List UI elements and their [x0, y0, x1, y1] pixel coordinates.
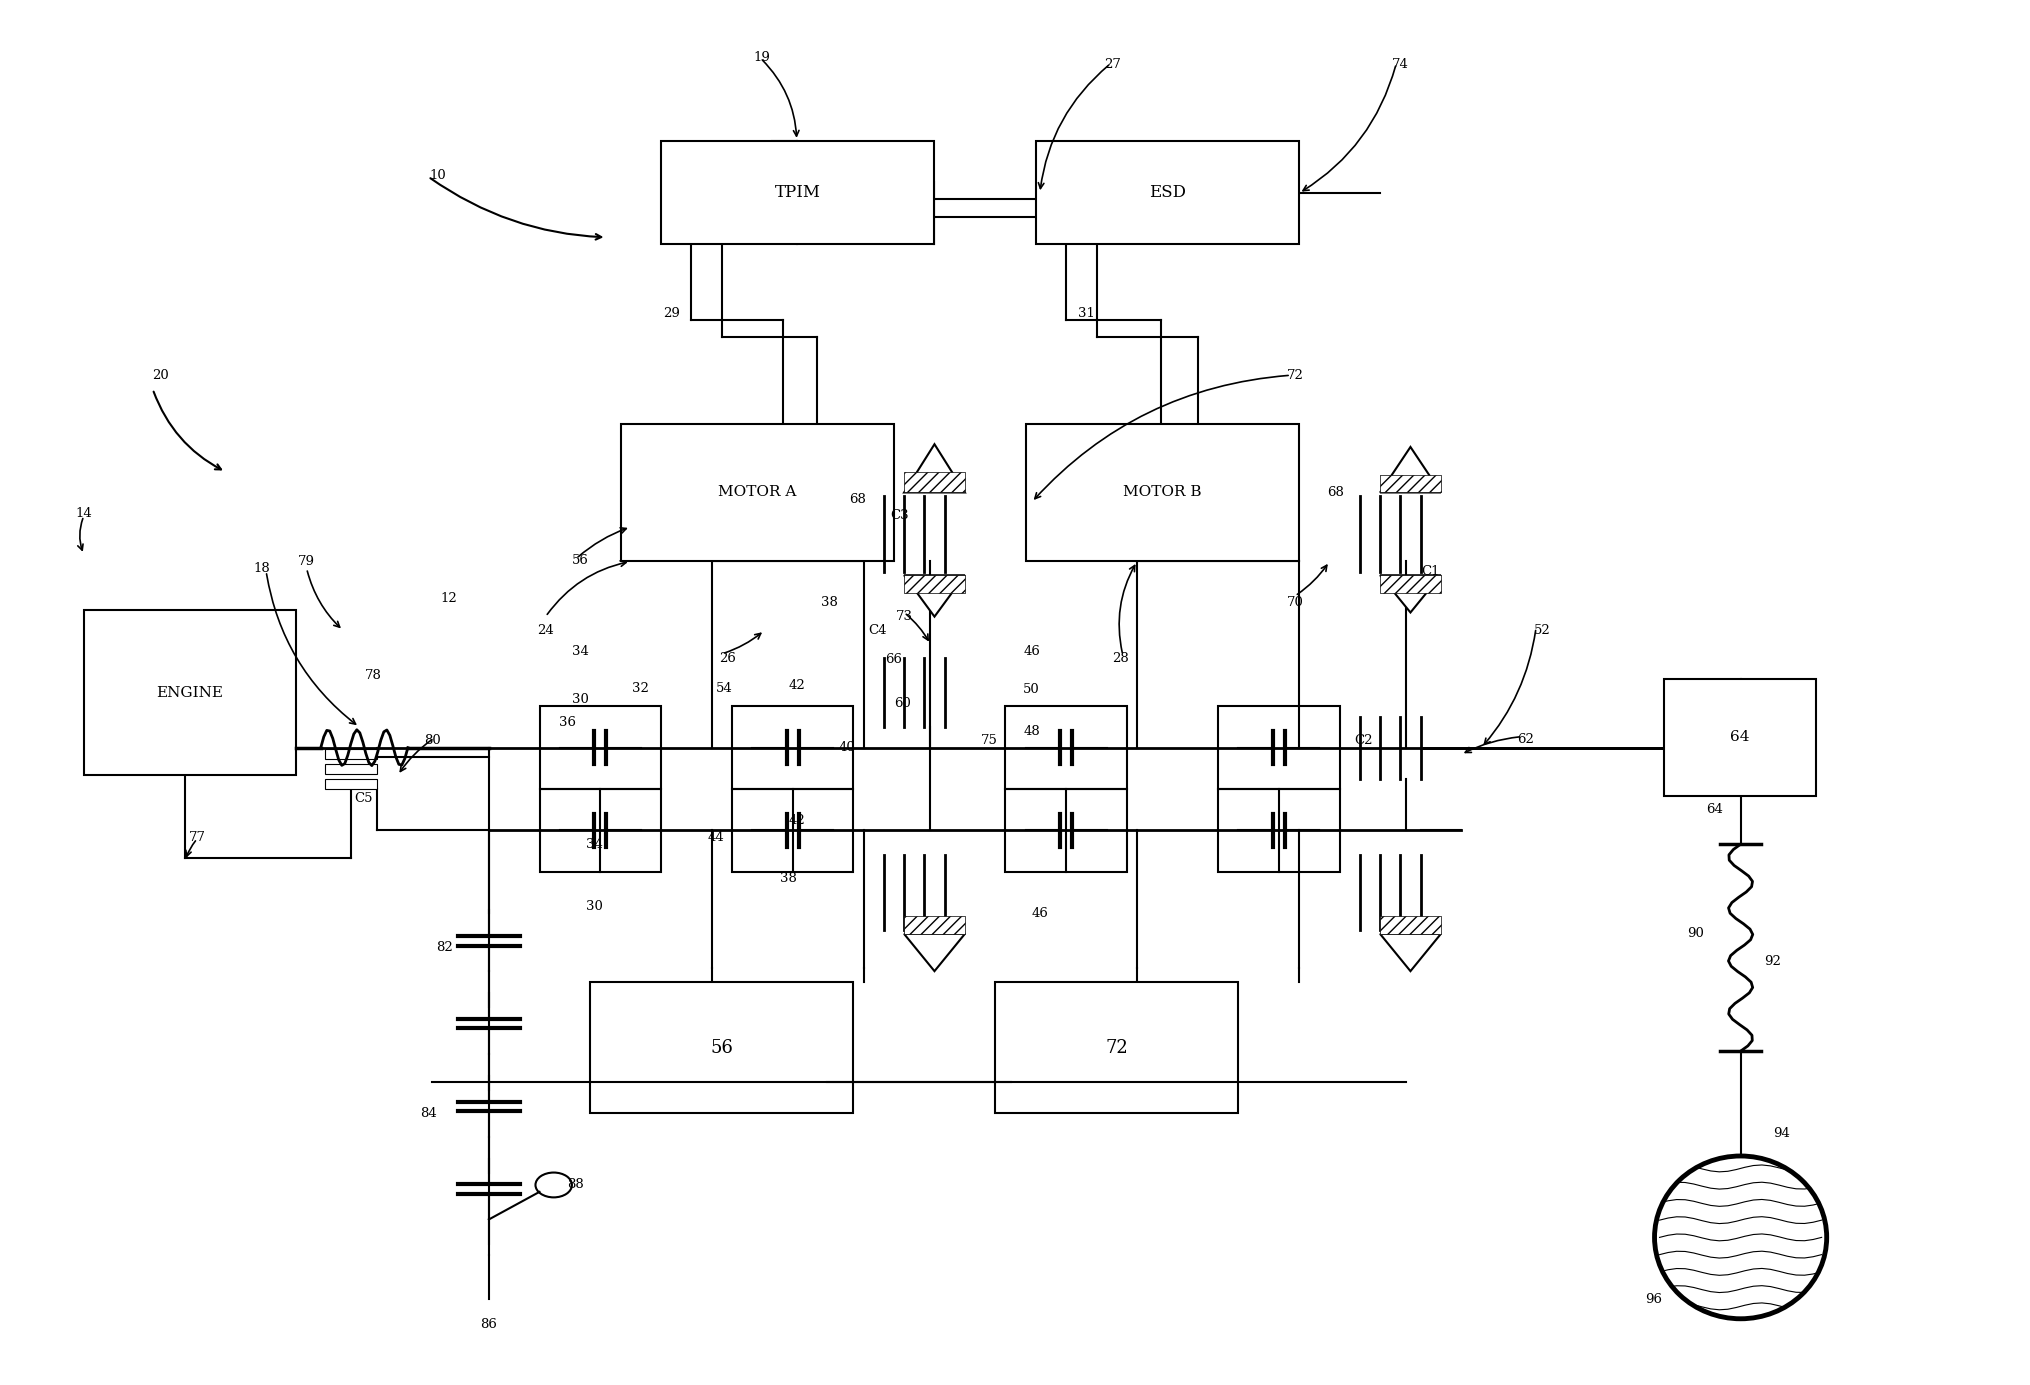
Text: 12: 12 — [441, 593, 457, 605]
Text: 50: 50 — [1023, 683, 1039, 697]
Bar — [540, 706, 660, 789]
Text: 38: 38 — [780, 873, 796, 885]
Text: C3: C3 — [891, 510, 909, 522]
Text: 72: 72 — [1285, 368, 1303, 382]
Text: 31: 31 — [1078, 306, 1094, 320]
Polygon shape — [903, 445, 964, 493]
Polygon shape — [903, 575, 964, 616]
Bar — [540, 789, 660, 871]
Text: 73: 73 — [895, 611, 911, 623]
Text: 94: 94 — [1772, 1127, 1788, 1140]
Text: 75: 75 — [980, 734, 997, 748]
Text: 52: 52 — [1533, 623, 1549, 637]
Polygon shape — [1380, 575, 1439, 612]
Bar — [325, 749, 378, 759]
Text: 20: 20 — [152, 368, 168, 382]
Text: 27: 27 — [1104, 58, 1121, 72]
Text: 70: 70 — [1285, 597, 1303, 609]
Bar — [660, 141, 934, 244]
Bar — [1025, 424, 1299, 561]
Bar — [1663, 679, 1815, 796]
Text: 18: 18 — [254, 562, 270, 575]
Text: 36: 36 — [558, 716, 577, 730]
Text: 38: 38 — [820, 597, 836, 609]
Bar — [1005, 706, 1127, 789]
Text: 66: 66 — [885, 652, 901, 666]
Text: 28: 28 — [1112, 651, 1129, 665]
Text: 30: 30 — [585, 900, 603, 913]
Text: ENGINE: ENGINE — [156, 686, 223, 699]
Bar — [995, 982, 1238, 1114]
Text: 72: 72 — [1104, 1039, 1127, 1057]
Bar — [731, 706, 853, 789]
Text: MOTOR A: MOTOR A — [719, 486, 796, 500]
Text: 30: 30 — [570, 692, 589, 706]
Text: 82: 82 — [436, 942, 453, 954]
Text: ESD: ESD — [1149, 184, 1186, 201]
Bar — [1005, 789, 1127, 871]
Text: 19: 19 — [753, 51, 769, 65]
Text: 62: 62 — [1516, 733, 1533, 747]
Text: C4: C4 — [869, 623, 887, 637]
Bar — [1218, 789, 1340, 871]
Text: 26: 26 — [719, 651, 737, 665]
Text: 42: 42 — [788, 679, 804, 692]
Bar — [591, 982, 853, 1114]
Text: 80: 80 — [424, 734, 441, 748]
Text: 44: 44 — [706, 831, 725, 843]
Bar — [1035, 141, 1299, 244]
Text: 54: 54 — [715, 681, 733, 695]
Text: 32: 32 — [631, 681, 650, 695]
Text: 96: 96 — [1644, 1294, 1661, 1306]
Text: C1: C1 — [1421, 565, 1439, 578]
Text: 68: 68 — [849, 493, 865, 506]
Text: C5: C5 — [353, 792, 371, 805]
Text: 64: 64 — [1730, 730, 1748, 744]
Text: 56: 56 — [710, 1039, 733, 1057]
Polygon shape — [903, 933, 964, 971]
Text: MOTOR B: MOTOR B — [1123, 486, 1202, 500]
Text: C2: C2 — [1354, 734, 1372, 748]
Bar — [621, 424, 893, 561]
Text: 88: 88 — [566, 1179, 585, 1191]
Text: 68: 68 — [1326, 486, 1344, 499]
Text: 24: 24 — [538, 623, 554, 637]
Text: 79: 79 — [298, 555, 315, 568]
Text: TPIM: TPIM — [773, 184, 820, 201]
Text: 14: 14 — [75, 507, 91, 519]
Bar — [325, 780, 378, 789]
Text: 86: 86 — [481, 1317, 497, 1331]
Bar — [83, 609, 296, 776]
Text: 56: 56 — [570, 554, 589, 566]
Text: 84: 84 — [420, 1107, 436, 1119]
Bar — [731, 789, 853, 871]
Text: 40: 40 — [838, 741, 855, 755]
Text: 74: 74 — [1391, 58, 1409, 72]
Text: 29: 29 — [662, 306, 680, 320]
Text: 46: 46 — [1031, 907, 1047, 920]
Text: 46: 46 — [1023, 644, 1039, 658]
Text: 10: 10 — [430, 169, 447, 181]
Text: 42: 42 — [788, 814, 804, 827]
Bar — [325, 765, 378, 774]
Text: 64: 64 — [1705, 803, 1721, 816]
Text: 34: 34 — [570, 644, 589, 658]
Text: 92: 92 — [1764, 956, 1780, 968]
Text: 78: 78 — [365, 669, 382, 683]
Text: 60: 60 — [893, 697, 909, 711]
Polygon shape — [1380, 933, 1439, 971]
Text: 34: 34 — [585, 838, 603, 850]
Text: 90: 90 — [1687, 928, 1703, 940]
Polygon shape — [1380, 447, 1439, 493]
Text: 48: 48 — [1023, 724, 1039, 738]
Bar — [1218, 706, 1340, 789]
Text: 77: 77 — [189, 831, 205, 843]
